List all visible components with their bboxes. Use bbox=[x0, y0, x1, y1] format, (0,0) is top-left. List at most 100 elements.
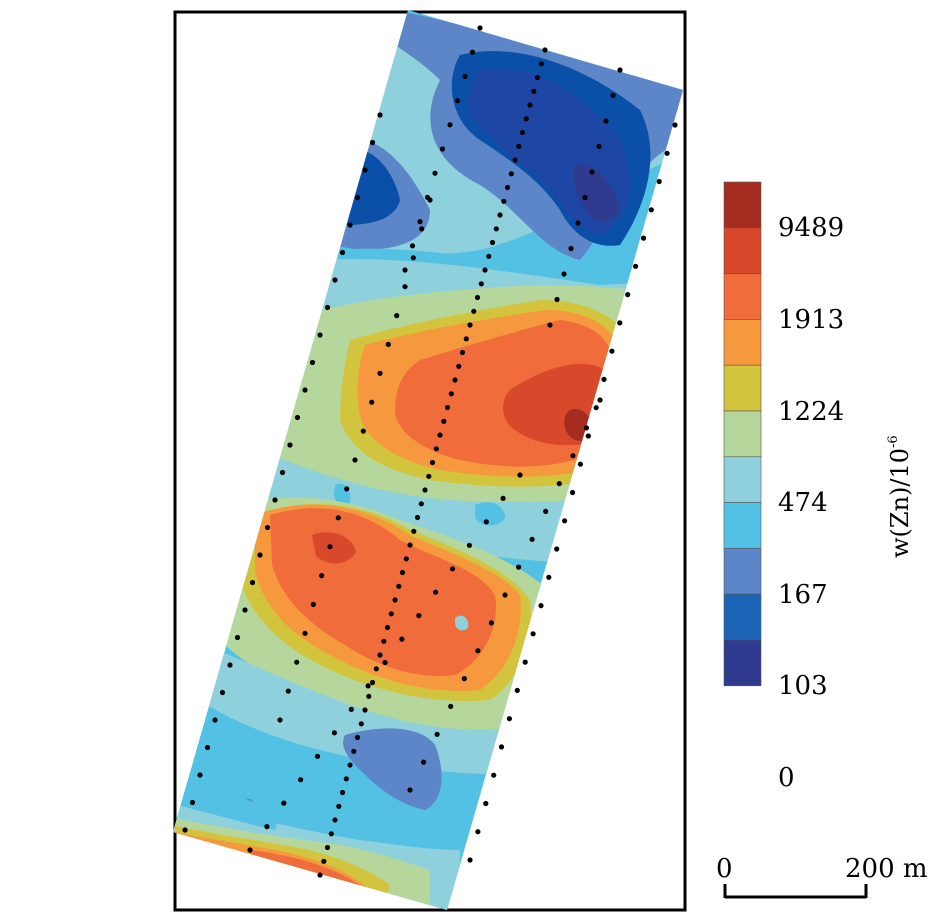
sample-point bbox=[439, 146, 446, 152]
sample-point bbox=[317, 332, 323, 338]
sample-point bbox=[633, 263, 639, 269]
sample-point bbox=[429, 459, 436, 466]
sample-point bbox=[427, 197, 433, 203]
sample-point bbox=[381, 638, 387, 644]
sample-point bbox=[561, 271, 567, 277]
sample-point bbox=[467, 857, 473, 863]
legend-unit-label: w(Zn)/10-6 bbox=[886, 435, 914, 558]
sample-point bbox=[302, 630, 308, 636]
sample-point bbox=[419, 226, 425, 232]
sample-point bbox=[347, 222, 353, 228]
sample-point bbox=[369, 139, 376, 146]
sample-point bbox=[617, 320, 623, 326]
sample-point bbox=[441, 418, 447, 424]
sample-point bbox=[396, 583, 402, 589]
sample-point bbox=[319, 573, 325, 579]
sample-point bbox=[360, 428, 366, 434]
sample-point bbox=[577, 461, 584, 467]
sample-point bbox=[538, 61, 544, 67]
sample-point bbox=[204, 744, 211, 751]
sample-point bbox=[332, 817, 338, 823]
sample-point bbox=[339, 249, 346, 256]
legend-swatch bbox=[723, 593, 762, 641]
sample-point bbox=[281, 800, 287, 806]
sample-point bbox=[402, 284, 408, 290]
sample-point bbox=[448, 391, 454, 397]
sample-point bbox=[447, 122, 453, 128]
sample-point bbox=[362, 707, 368, 713]
sample-point bbox=[617, 67, 623, 73]
sample-point bbox=[358, 721, 364, 727]
sample-point bbox=[498, 744, 505, 750]
legend-label-5: 103 bbox=[778, 671, 828, 701]
sample-point bbox=[272, 497, 278, 503]
sample-point bbox=[298, 777, 304, 783]
sample-point bbox=[456, 363, 462, 369]
sample-point bbox=[461, 676, 467, 682]
sample-point bbox=[366, 693, 372, 699]
sample-point bbox=[335, 515, 341, 521]
sample-point bbox=[534, 74, 541, 81]
legend-label-0: 9489 bbox=[778, 213, 845, 243]
sample-point bbox=[478, 281, 484, 287]
sample-point bbox=[672, 122, 678, 128]
legend-swatch bbox=[723, 639, 762, 687]
sample-point bbox=[422, 487, 428, 493]
sample-point bbox=[486, 253, 492, 259]
sample-point bbox=[469, 49, 476, 55]
sample-point bbox=[601, 376, 607, 382]
sample-point bbox=[336, 803, 342, 809]
sample-point bbox=[508, 171, 514, 177]
sample-point bbox=[575, 220, 581, 226]
sample-point bbox=[483, 800, 489, 807]
sample-point bbox=[394, 313, 400, 319]
sample-point bbox=[452, 377, 458, 383]
sample-point bbox=[512, 157, 518, 163]
legend-swatch bbox=[723, 502, 762, 549]
sample-point bbox=[444, 404, 451, 411]
sample-point bbox=[546, 574, 552, 580]
legend-label-3: 474 bbox=[778, 488, 828, 518]
sample-point bbox=[506, 716, 512, 722]
sample-point bbox=[294, 414, 301, 421]
sample-point bbox=[538, 603, 544, 609]
zone-bottom-cyan bbox=[178, 780, 280, 830]
sample-point bbox=[362, 167, 368, 173]
sample-point bbox=[348, 706, 354, 713]
sample-point bbox=[392, 597, 398, 603]
sample-point bbox=[343, 776, 349, 782]
sample-point bbox=[542, 47, 548, 53]
sample-point bbox=[514, 687, 520, 694]
sample-point bbox=[234, 634, 241, 641]
legend-swatch bbox=[723, 548, 762, 595]
sample-point bbox=[324, 844, 331, 851]
sample-point bbox=[399, 636, 405, 642]
sample-point bbox=[475, 648, 481, 654]
sample-point bbox=[264, 824, 270, 830]
sample-point bbox=[377, 370, 383, 376]
sample-point bbox=[182, 827, 188, 833]
sample-point bbox=[279, 469, 286, 476]
sample-point bbox=[249, 579, 256, 586]
sample-point bbox=[382, 659, 388, 666]
sample-point bbox=[497, 212, 503, 218]
sample-point bbox=[516, 564, 522, 570]
sample-point bbox=[385, 341, 391, 347]
sample-point bbox=[656, 178, 662, 185]
sample-point bbox=[247, 847, 253, 853]
sample-point bbox=[344, 486, 350, 492]
sample-point bbox=[454, 98, 461, 104]
legend-swatch bbox=[723, 456, 762, 503]
sample-point bbox=[527, 102, 533, 108]
sample-point bbox=[449, 566, 456, 572]
sample-point bbox=[277, 717, 283, 723]
sample-point bbox=[418, 501, 424, 507]
sample-point bbox=[531, 88, 537, 94]
sample-point bbox=[414, 514, 421, 521]
sample-point bbox=[568, 245, 574, 252]
sample-point bbox=[463, 336, 469, 342]
sample-point bbox=[648, 207, 654, 213]
sample-point bbox=[482, 267, 488, 273]
sample-point bbox=[339, 789, 346, 796]
